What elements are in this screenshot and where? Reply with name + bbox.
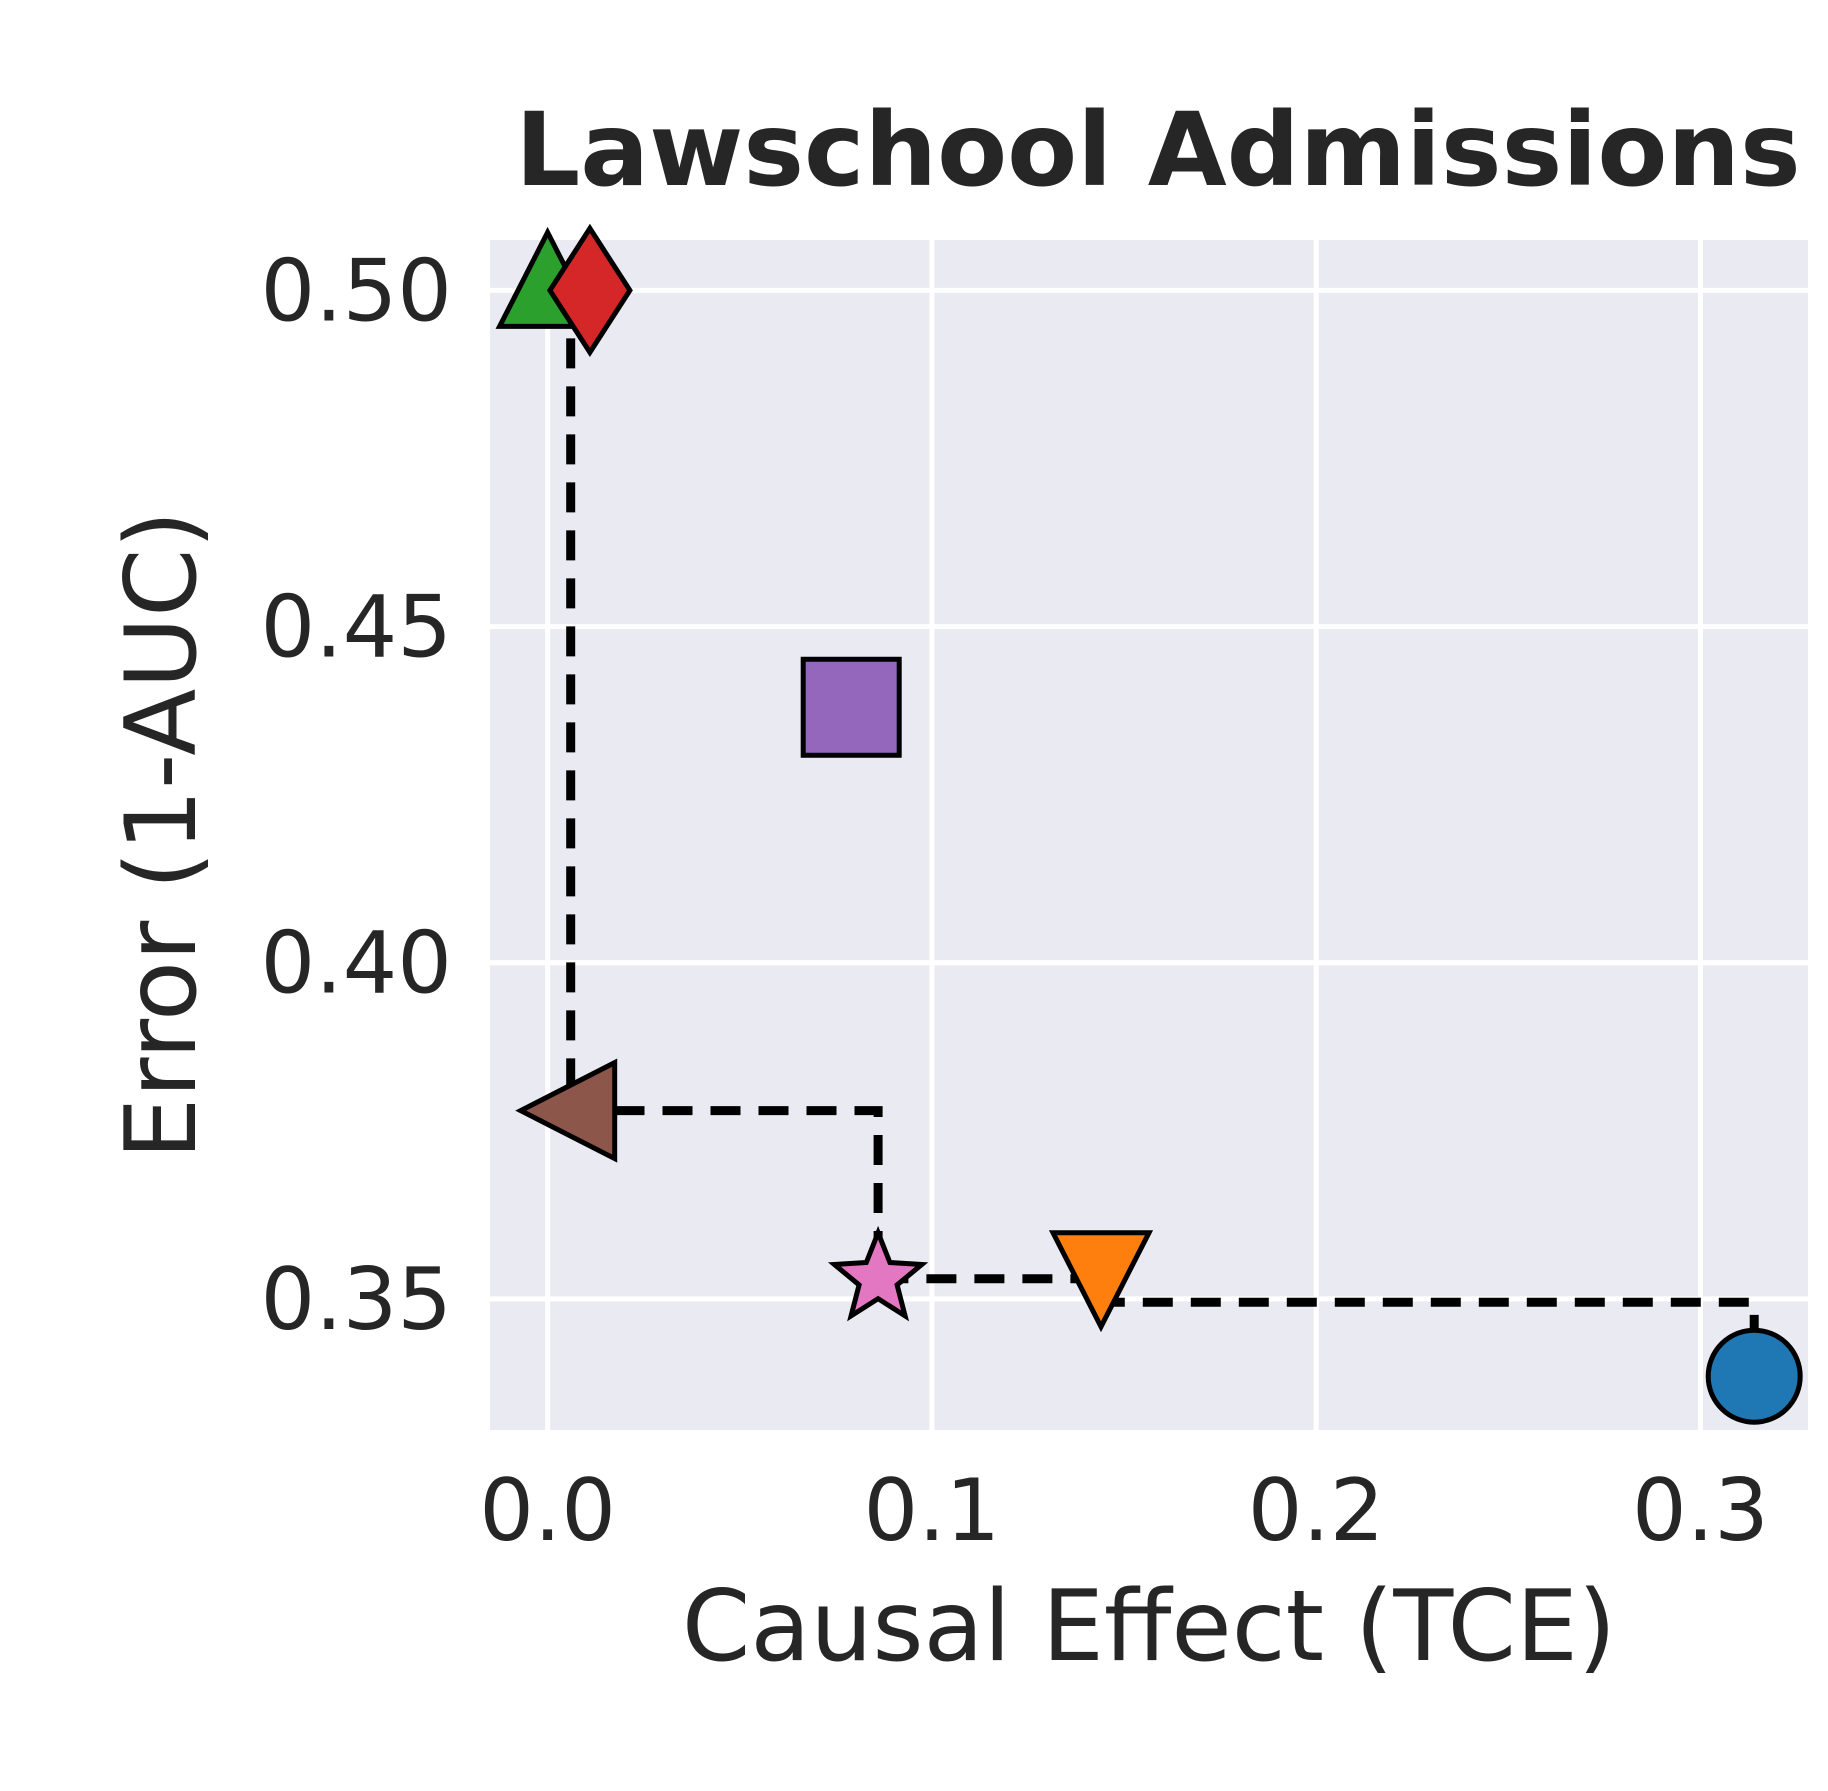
pareto-front-line bbox=[566, 290, 1759, 1377]
x-axis-label: Causal Effect (TCE) bbox=[682, 1570, 1616, 1684]
pareto-front bbox=[566, 290, 1759, 1377]
y-tick-label: 0.45 bbox=[261, 578, 452, 678]
circle-marker bbox=[1705, 1327, 1803, 1425]
y-tick-label: 0.40 bbox=[261, 914, 452, 1014]
y-axis-label: Error (1-AUC) bbox=[105, 510, 219, 1159]
plot-background bbox=[490, 240, 1808, 1430]
triangle-left-marker bbox=[515, 1058, 618, 1163]
x-tick-label: 0.2 bbox=[1248, 1461, 1385, 1561]
chart-title: Lawschool Admissions bbox=[515, 91, 1800, 210]
star-marker bbox=[827, 1225, 929, 1322]
square-marker bbox=[800, 656, 902, 758]
x-tick-label: 0.3 bbox=[1632, 1461, 1769, 1561]
y-tick-label: 0.35 bbox=[261, 1250, 452, 1350]
triangle-down-marker bbox=[1048, 1230, 1154, 1333]
y-tick-labels: 0.35 0.40 0.45 0.50 bbox=[261, 241, 452, 1349]
markers bbox=[495, 223, 1803, 1425]
x-tick-label: 0.0 bbox=[479, 1461, 616, 1561]
y-tick-label: 0.50 bbox=[261, 241, 452, 341]
diamond-marker bbox=[546, 223, 633, 358]
x-tick-labels: 0.0 0.1 0.2 0.3 bbox=[479, 1461, 1769, 1561]
x-tick-label: 0.1 bbox=[864, 1461, 1001, 1561]
